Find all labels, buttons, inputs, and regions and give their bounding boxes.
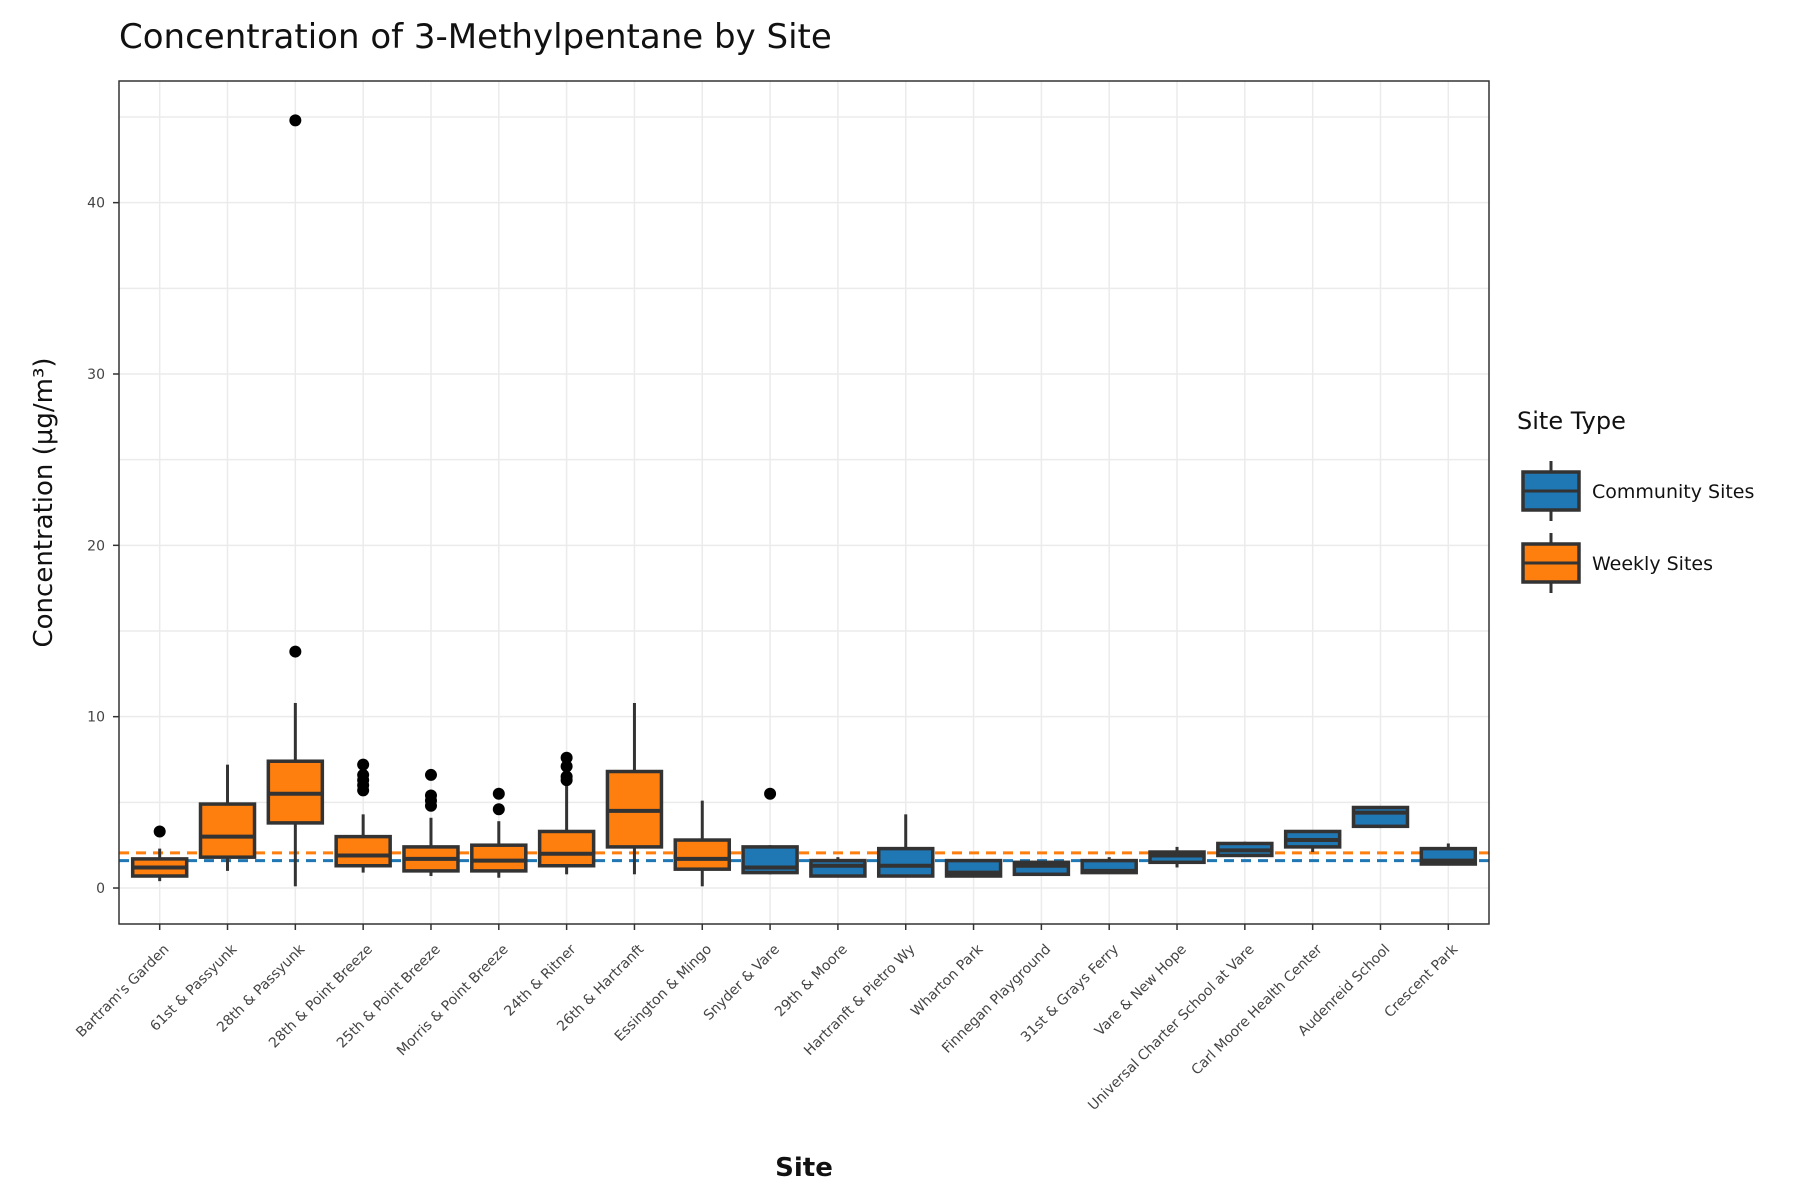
plot-border (118, 80, 1490, 925)
x-tick-label: Finnegan Playground (939, 942, 1054, 1057)
box-15 (1148, 846, 1206, 868)
box-2 (266, 114, 325, 887)
x-axis-title: Site (775, 1153, 833, 1183)
x-tick-label: Crescent Park (1382, 941, 1462, 1021)
box-10 (809, 857, 867, 878)
box-body (673, 838, 732, 871)
box-body (809, 858, 867, 878)
box-8 (673, 800, 732, 887)
legend: Site Type Community Sites Weekly Sites (1517, 407, 1754, 593)
box-body (334, 834, 392, 868)
outlier-point (357, 768, 370, 781)
outlier-point (560, 751, 573, 764)
box-1 (198, 764, 257, 871)
y-tick-label: 40 (87, 196, 105, 212)
outlier-point (560, 770, 573, 783)
outlier-point (764, 787, 777, 800)
box-0 (130, 825, 189, 882)
box-17 (1283, 829, 1342, 853)
box-9 (741, 787, 799, 875)
y-tick-label: 30 (87, 367, 105, 383)
legend-label: Community Sites (1592, 481, 1754, 503)
plot-background (119, 81, 1489, 924)
x-tick-label: 24th & Ritner (501, 941, 579, 1019)
outlier-point (492, 803, 505, 816)
box-11 (876, 814, 935, 878)
outlier-point (289, 114, 302, 127)
box-13 (1012, 860, 1071, 877)
legend-label: Weekly Sites (1592, 553, 1713, 575)
x-tick-label: 29th & Moore (772, 942, 851, 1021)
box-4 (402, 768, 460, 877)
legend-title: Site Type (1517, 407, 1626, 435)
legend-entry-1: Weekly Sites (1521, 533, 1713, 593)
box-18 (1351, 805, 1410, 829)
box-body (1351, 805, 1410, 829)
box-body (1012, 860, 1071, 877)
outlier-point (424, 768, 437, 781)
box-body (876, 846, 935, 878)
box-12 (944, 858, 1003, 878)
box-5 (470, 787, 528, 878)
chart-title: Concentration of 3-Methylpentane by Site (119, 17, 832, 57)
y-axis-title: Concentration (µg/m³) (29, 357, 59, 647)
x-tick-label: Hartranft & Pietro Wy (801, 942, 918, 1059)
outlier-point (357, 758, 370, 771)
x-tick-label: Carl Moore Health Center (1189, 941, 1326, 1078)
y-tick-label: 20 (87, 538, 105, 554)
box-7 (605, 702, 664, 875)
outlier-point (289, 645, 302, 658)
box-body (470, 843, 528, 873)
box-6 (537, 751, 596, 875)
box-16 (1216, 841, 1274, 858)
box-body (198, 802, 257, 859)
outlier-point (153, 825, 166, 838)
box-body (537, 829, 596, 868)
y-tick-label: 10 (87, 710, 105, 726)
legend-entry-0: Community Sites (1521, 461, 1754, 521)
box-19 (1419, 843, 1478, 866)
outlier-point (560, 760, 573, 773)
outlier-point (424, 789, 437, 802)
x-tick-label: Morris & Point Breeze (394, 942, 512, 1060)
y-tick-label: 0 (96, 881, 105, 897)
box-14 (1080, 857, 1138, 875)
box-3 (334, 758, 392, 873)
outlier-point (492, 787, 505, 800)
